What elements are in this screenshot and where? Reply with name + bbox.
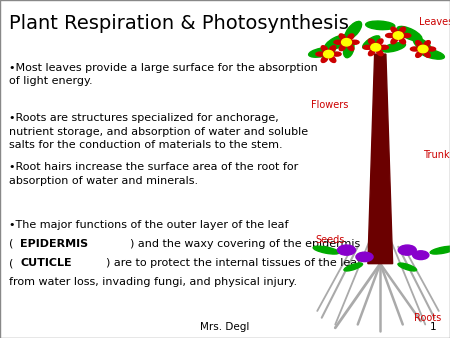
Ellipse shape bbox=[343, 40, 354, 58]
Text: 1: 1 bbox=[430, 322, 436, 332]
Ellipse shape bbox=[347, 44, 354, 51]
Ellipse shape bbox=[363, 45, 372, 49]
Text: Flowers: Flowers bbox=[310, 100, 348, 110]
Text: Roots: Roots bbox=[414, 313, 441, 323]
Text: •Roots are structures specialized for anchorage,
nutrient storage, and absorptio: •Roots are structures specialized for an… bbox=[9, 113, 308, 150]
Ellipse shape bbox=[399, 38, 405, 44]
Circle shape bbox=[393, 32, 403, 39]
Text: •Root hairs increase the surface area of the root for
absorption of water and mi: •Root hairs increase the surface area of… bbox=[9, 162, 298, 186]
Ellipse shape bbox=[329, 46, 336, 52]
Ellipse shape bbox=[321, 46, 328, 52]
Ellipse shape bbox=[313, 246, 339, 254]
Ellipse shape bbox=[366, 21, 395, 30]
Text: Seeds: Seeds bbox=[315, 235, 344, 245]
Ellipse shape bbox=[410, 47, 419, 51]
Ellipse shape bbox=[356, 252, 373, 262]
Circle shape bbox=[342, 39, 351, 46]
Ellipse shape bbox=[339, 34, 346, 40]
Ellipse shape bbox=[398, 263, 417, 271]
Ellipse shape bbox=[386, 33, 395, 38]
Ellipse shape bbox=[334, 40, 343, 44]
Ellipse shape bbox=[382, 43, 405, 52]
Ellipse shape bbox=[377, 49, 383, 56]
Text: (: ( bbox=[9, 239, 14, 249]
Ellipse shape bbox=[424, 41, 430, 47]
Ellipse shape bbox=[391, 27, 397, 33]
Text: Leaves: Leaves bbox=[418, 17, 450, 27]
Ellipse shape bbox=[316, 52, 325, 56]
Ellipse shape bbox=[413, 38, 433, 54]
Text: Mrs. Degl: Mrs. Degl bbox=[200, 322, 250, 332]
Ellipse shape bbox=[329, 56, 336, 63]
Ellipse shape bbox=[339, 44, 346, 51]
Text: •Most leaves provide a large surface for the absorption
of light energy.: •Most leaves provide a large surface for… bbox=[9, 63, 318, 86]
Text: ) are to protect the internal tissues of the leaf: ) are to protect the internal tissues of… bbox=[106, 258, 361, 268]
Ellipse shape bbox=[424, 51, 430, 57]
Ellipse shape bbox=[391, 38, 397, 44]
Ellipse shape bbox=[350, 40, 359, 44]
Polygon shape bbox=[368, 54, 392, 264]
Ellipse shape bbox=[430, 246, 450, 254]
Ellipse shape bbox=[413, 251, 429, 260]
Circle shape bbox=[418, 45, 428, 53]
Circle shape bbox=[371, 44, 381, 51]
Ellipse shape bbox=[427, 47, 436, 51]
Ellipse shape bbox=[397, 26, 422, 41]
Ellipse shape bbox=[325, 35, 350, 50]
Ellipse shape bbox=[416, 41, 422, 47]
Ellipse shape bbox=[338, 245, 356, 255]
Ellipse shape bbox=[416, 51, 422, 57]
Ellipse shape bbox=[369, 39, 375, 45]
Text: •The major functions of the outer layer of the leaf: •The major functions of the outer layer … bbox=[9, 220, 288, 230]
Ellipse shape bbox=[321, 56, 328, 63]
Ellipse shape bbox=[344, 263, 363, 271]
Ellipse shape bbox=[379, 45, 388, 49]
Text: (: ( bbox=[9, 258, 14, 268]
Ellipse shape bbox=[369, 49, 375, 56]
Text: ) and the waxy covering of the epidermis: ) and the waxy covering of the epidermis bbox=[130, 239, 360, 249]
Ellipse shape bbox=[399, 27, 405, 33]
Ellipse shape bbox=[309, 48, 335, 57]
Text: EPIDERMIS: EPIDERMIS bbox=[20, 239, 88, 249]
Ellipse shape bbox=[402, 33, 411, 38]
Text: Plant Respiration & Photosynthesis: Plant Respiration & Photosynthesis bbox=[9, 14, 349, 32]
Text: from water loss, invading fungi, and physical injury.: from water loss, invading fungi, and phy… bbox=[9, 277, 297, 288]
Ellipse shape bbox=[398, 245, 416, 255]
Ellipse shape bbox=[363, 36, 380, 49]
Text: Trunk: Trunk bbox=[423, 150, 450, 161]
Circle shape bbox=[324, 50, 333, 58]
Ellipse shape bbox=[347, 34, 354, 40]
Ellipse shape bbox=[345, 21, 361, 40]
Ellipse shape bbox=[377, 39, 383, 45]
Text: CUTICLE: CUTICLE bbox=[20, 258, 72, 268]
Ellipse shape bbox=[332, 52, 341, 56]
Ellipse shape bbox=[419, 49, 445, 59]
